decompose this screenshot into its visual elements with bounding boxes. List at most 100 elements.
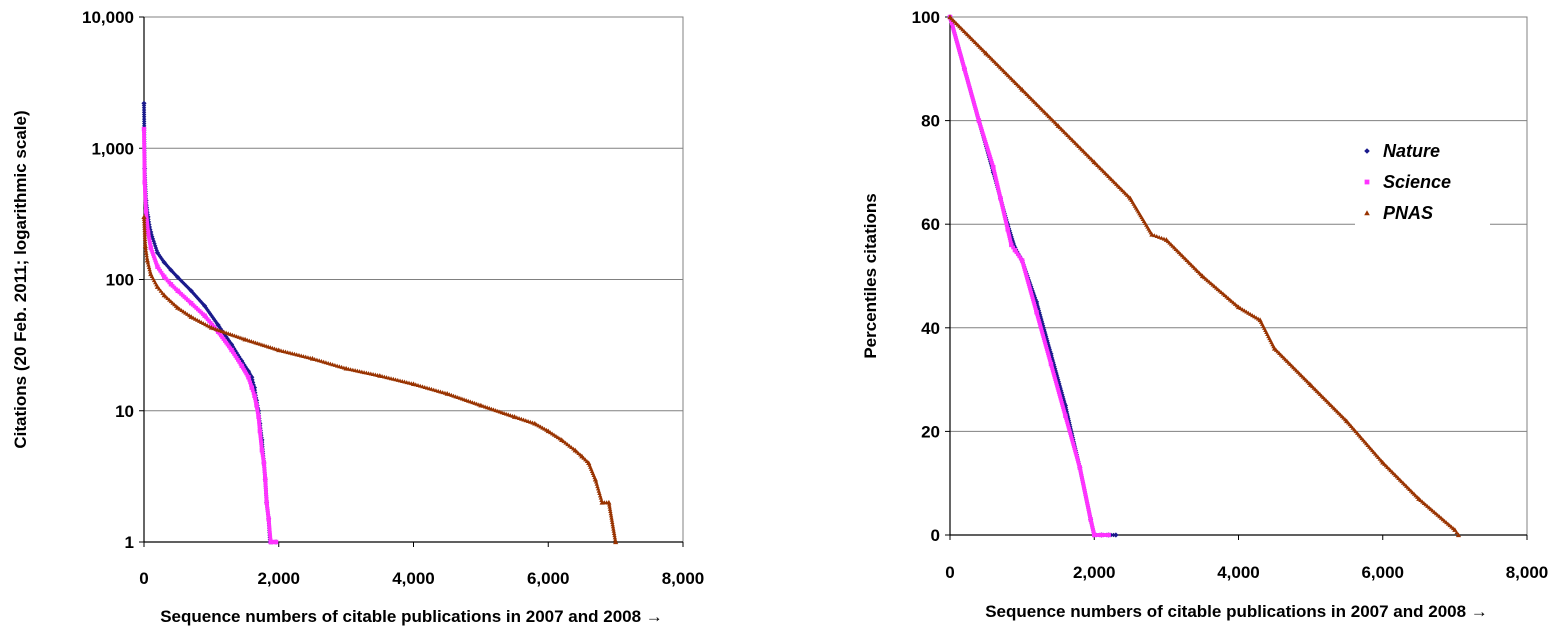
series-trail-mark [145,227,150,232]
series-trail-mark [243,369,247,374]
series-trail-mark [143,246,148,251]
series-trail-mark [1082,489,1087,494]
series-trail-mark [1056,390,1061,394]
data-point-pnas [1019,86,1025,92]
series-trail-mark [255,405,259,410]
series-trail-mark [1038,325,1043,330]
series-trail-mark [1025,278,1030,282]
series-trail-mark [1080,478,1085,483]
data-point-nature [161,259,167,265]
series-science [947,14,1111,538]
data-point-pnas [175,305,181,310]
series-trail-mark [1081,483,1086,487]
series-trail-mark [143,248,149,253]
series-trail-mark [262,468,267,472]
series-trail-mark [610,520,615,525]
series-trail-mark [952,32,957,37]
series-trail-mark [610,524,616,529]
data-point-science [1005,227,1010,232]
data-point-pnas [1055,123,1061,128]
series-trail-mark [970,97,975,101]
series-trail-mark [263,484,268,489]
series-trail-mark [996,187,1001,192]
series-trail-mark [1059,401,1064,405]
data-point-science [142,180,147,185]
data-point-science [1092,532,1097,538]
series-trail-mark [1065,420,1070,425]
series-trail-mark [973,107,978,112]
series-trail-mark [1070,437,1074,442]
series-trail-mark [1058,394,1062,399]
series-trail-mark [258,431,263,436]
series-trail-mark [232,352,236,356]
data-point-science [1034,310,1039,315]
data-point-pnas [276,347,282,353]
data-point-pnas [983,50,989,56]
series-trail-mark [1064,418,1069,423]
data-point-science [229,347,234,353]
series-trail-mark [963,71,968,75]
series-trail-mark [1083,493,1088,498]
data-point-pnas [579,453,585,459]
series-trail-mark [148,227,153,232]
series-trail-mark [183,283,189,288]
series-trail-mark [262,463,266,468]
series-trail-mark [268,537,273,542]
series-trail-mark [958,51,963,56]
series-trail-mark [978,125,983,129]
series-trail-mark [1156,234,1162,239]
series-trail-mark [1017,254,1022,259]
series-trail-mark [148,241,152,246]
data-point-science [261,460,267,466]
series-trail-mark [1046,353,1051,358]
series-trail-mark [609,515,614,520]
series-trail-mark [142,178,147,182]
series-trail-mark [988,156,993,161]
series-trail-mark [1002,214,1007,218]
data-point-pnas [1091,159,1097,165]
data-point-pnas [1380,459,1386,465]
data-point-science [145,229,151,235]
series-trail-mark [987,152,992,157]
series-trail-mark [1008,238,1013,243]
series-trail-mark [142,147,147,151]
series-trail-mark [165,278,170,283]
series-trail-mark [1080,476,1084,481]
series-trail-mark [234,350,239,355]
data-point-nature [154,250,161,256]
series-trail-mark [1006,231,1011,236]
series-trail-mark [261,458,266,463]
series-trail-mark [957,47,961,52]
data-point-nature [202,303,208,309]
series-trail-mark [158,288,164,293]
series-trail-mark [148,243,153,248]
series-trail-mark [261,456,265,460]
series-trail-mark [980,131,985,136]
series-trail-mark [594,481,599,486]
data-point-science [998,196,1003,201]
series-trail-mark [1040,329,1044,334]
data-point-science [1048,361,1054,367]
series-trail-mark [1061,405,1065,410]
series-trail-mark [146,232,151,237]
series-trail-mark [1090,524,1095,528]
series-trail-mark [142,158,147,163]
series-trail-mark [144,211,149,216]
series-trail-mark [1047,357,1052,362]
series-trail-mark [237,360,242,364]
series-trail-mark [262,470,267,475]
series-trail-mark [1059,398,1064,403]
series-trail-mark [1057,392,1062,397]
series-trail-mark [146,234,151,239]
series-trail-mark [1033,306,1038,310]
series-trail-mark [1082,487,1087,492]
series-trail-mark [262,465,267,470]
series-trail-mark [1023,269,1028,274]
series-trail-mark [1027,284,1032,289]
data-point-pnas [1199,273,1206,279]
series-trail-mark [158,268,163,273]
series-trail-mark [257,426,262,431]
plot-area [949,16,1528,536]
series-trail-mark [1024,273,1029,278]
series-pnas [141,214,619,545]
